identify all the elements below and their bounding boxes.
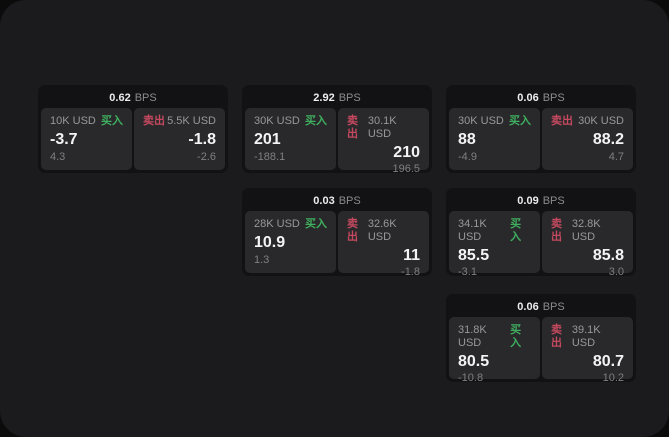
bps-unit: BPS xyxy=(542,301,565,313)
buy-size-label: 10K USD xyxy=(50,115,96,127)
buy-tag: 买入 xyxy=(305,115,327,127)
sell-price: 210 xyxy=(393,144,420,161)
buy-price: 80.5 xyxy=(458,353,490,370)
buy-delta: 1.3 xyxy=(254,254,270,266)
bps-header: 0.09 BPS xyxy=(449,191,633,211)
quote-card: 0.06 BPS 31.8K USD 买入 80.5 -10.8 卖出 39.1… xyxy=(446,294,636,384)
sell-tag: 卖出 xyxy=(551,115,573,127)
quote-card: 0.09 BPS 34.1K USD 买入 85.5 -3.1 卖出 32.8K… xyxy=(446,188,636,278)
sell-size-label: 32.8K USD xyxy=(571,218,601,243)
sell-price: 88.2 xyxy=(592,131,624,148)
buy-delta: -188.1 xyxy=(254,151,286,163)
bps-header: 0.03 BPS xyxy=(245,191,429,211)
sell-panel[interactable]: 卖出 39.1K USD 80.7 10.2 xyxy=(542,317,633,384)
buy-panel[interactable]: 31.8K USD 买入 80.5 -10.8 xyxy=(449,317,540,384)
buy-size-label: 30K USD xyxy=(458,115,504,127)
bps-unit: BPS xyxy=(542,92,565,104)
buy-delta: -4.9 xyxy=(458,151,477,163)
sell-delta: 10.2 xyxy=(602,372,624,384)
buy-tag: 买入 xyxy=(510,218,522,243)
quote-card: 0.62 BPS 10K USD 买入 -3.7 4.3 卖出 5.5K USD… xyxy=(38,85,228,173)
sell-size-label: 5.5K USD xyxy=(167,115,216,127)
buy-size-label: 31.8K USD xyxy=(458,324,487,349)
buy-panel[interactable]: 10K USD 买入 -3.7 4.3 xyxy=(41,108,132,170)
bps-header: 2.92 BPS xyxy=(245,88,429,108)
sell-delta: 4.7 xyxy=(608,151,624,163)
quote-card: 2.92 BPS 30K USD 买入 201 -188.1 卖出 30.1K … xyxy=(242,85,432,175)
bps-header: 0.06 BPS xyxy=(449,297,633,317)
buy-tag: 买入 xyxy=(101,115,123,127)
buy-size-label: 30K USD xyxy=(254,115,300,127)
buy-panel[interactable]: 28K USD 买入 10.9 1.3 xyxy=(245,211,336,273)
bps-value: 2.92 xyxy=(313,92,335,104)
buy-panel[interactable]: 30K USD 买入 88 -4.9 xyxy=(449,108,540,170)
sell-tag: 卖出 xyxy=(347,218,358,243)
bps-header: 0.62 BPS xyxy=(41,88,225,108)
buy-price: 88 xyxy=(458,131,476,148)
sell-tag: 卖出 xyxy=(551,218,562,243)
sell-price: 80.7 xyxy=(592,353,624,370)
bps-value: 0.06 xyxy=(517,301,539,313)
sell-delta: 196.5 xyxy=(392,163,420,175)
bps-unit: BPS xyxy=(134,92,157,104)
sell-size-label: 30K USD xyxy=(578,115,624,127)
bps-value: 0.09 xyxy=(517,195,539,207)
buy-tag: 买入 xyxy=(509,115,531,127)
buy-panel[interactable]: 34.1K USD 买入 85.5 -3.1 xyxy=(449,211,540,278)
sell-price: 11 xyxy=(403,247,420,264)
buy-size-label: 34.1K USD xyxy=(458,218,487,243)
buy-delta: -10.8 xyxy=(458,372,484,384)
bps-unit: BPS xyxy=(542,195,565,207)
sell-size-label: 39.1K USD xyxy=(571,324,601,349)
sell-size-label: 32.6K USD xyxy=(367,218,397,243)
buy-panel[interactable]: 30K USD 买入 201 -188.1 xyxy=(245,108,336,170)
quote-card: 0.03 BPS 28K USD 买入 10.9 1.3 卖出 32.6K US… xyxy=(242,188,432,278)
buy-price: 10.9 xyxy=(254,234,286,251)
buy-price: -3.7 xyxy=(50,131,78,148)
sell-panel[interactable]: 卖出 30K USD 88.2 4.7 xyxy=(542,108,633,170)
bps-unit: BPS xyxy=(338,92,361,104)
buy-price: 85.5 xyxy=(458,247,490,264)
buy-delta: 4.3 xyxy=(50,151,66,163)
sell-delta: -1.8 xyxy=(401,266,420,278)
bps-header: 0.06 BPS xyxy=(449,88,633,108)
sell-panel[interactable]: 卖出 32.6K USD 11 -1.8 xyxy=(338,211,429,278)
sell-size-label: 30.1K USD xyxy=(367,115,397,140)
quote-card: 0.06 BPS 30K USD 买入 88 -4.9 卖出 30K USD 8… xyxy=(446,85,636,173)
sell-price: -1.8 xyxy=(188,131,216,148)
buy-tag: 买入 xyxy=(305,218,327,230)
bps-value: 0.06 xyxy=(517,92,539,104)
sell-tag: 卖出 xyxy=(143,115,165,127)
sell-panel[interactable]: 卖出 32.8K USD 85.8 3.0 xyxy=(542,211,633,278)
sell-delta: 3.0 xyxy=(608,266,624,278)
buy-tag: 买入 xyxy=(510,324,522,349)
sell-price: 85.8 xyxy=(592,247,624,264)
bps-value: 0.62 xyxy=(109,92,131,104)
sell-tag: 卖出 xyxy=(551,324,562,349)
buy-delta: -3.1 xyxy=(458,266,477,278)
sell-tag: 卖出 xyxy=(347,115,358,140)
sell-panel[interactable]: 卖出 5.5K USD -1.8 -2.6 xyxy=(134,108,225,170)
buy-price: 201 xyxy=(254,131,281,148)
bps-unit: BPS xyxy=(338,195,361,207)
sell-delta: -2.6 xyxy=(197,151,216,163)
buy-size-label: 28K USD xyxy=(254,218,300,230)
sell-panel[interactable]: 卖出 30.1K USD 210 196.5 xyxy=(338,108,429,175)
bps-value: 0.03 xyxy=(313,195,335,207)
